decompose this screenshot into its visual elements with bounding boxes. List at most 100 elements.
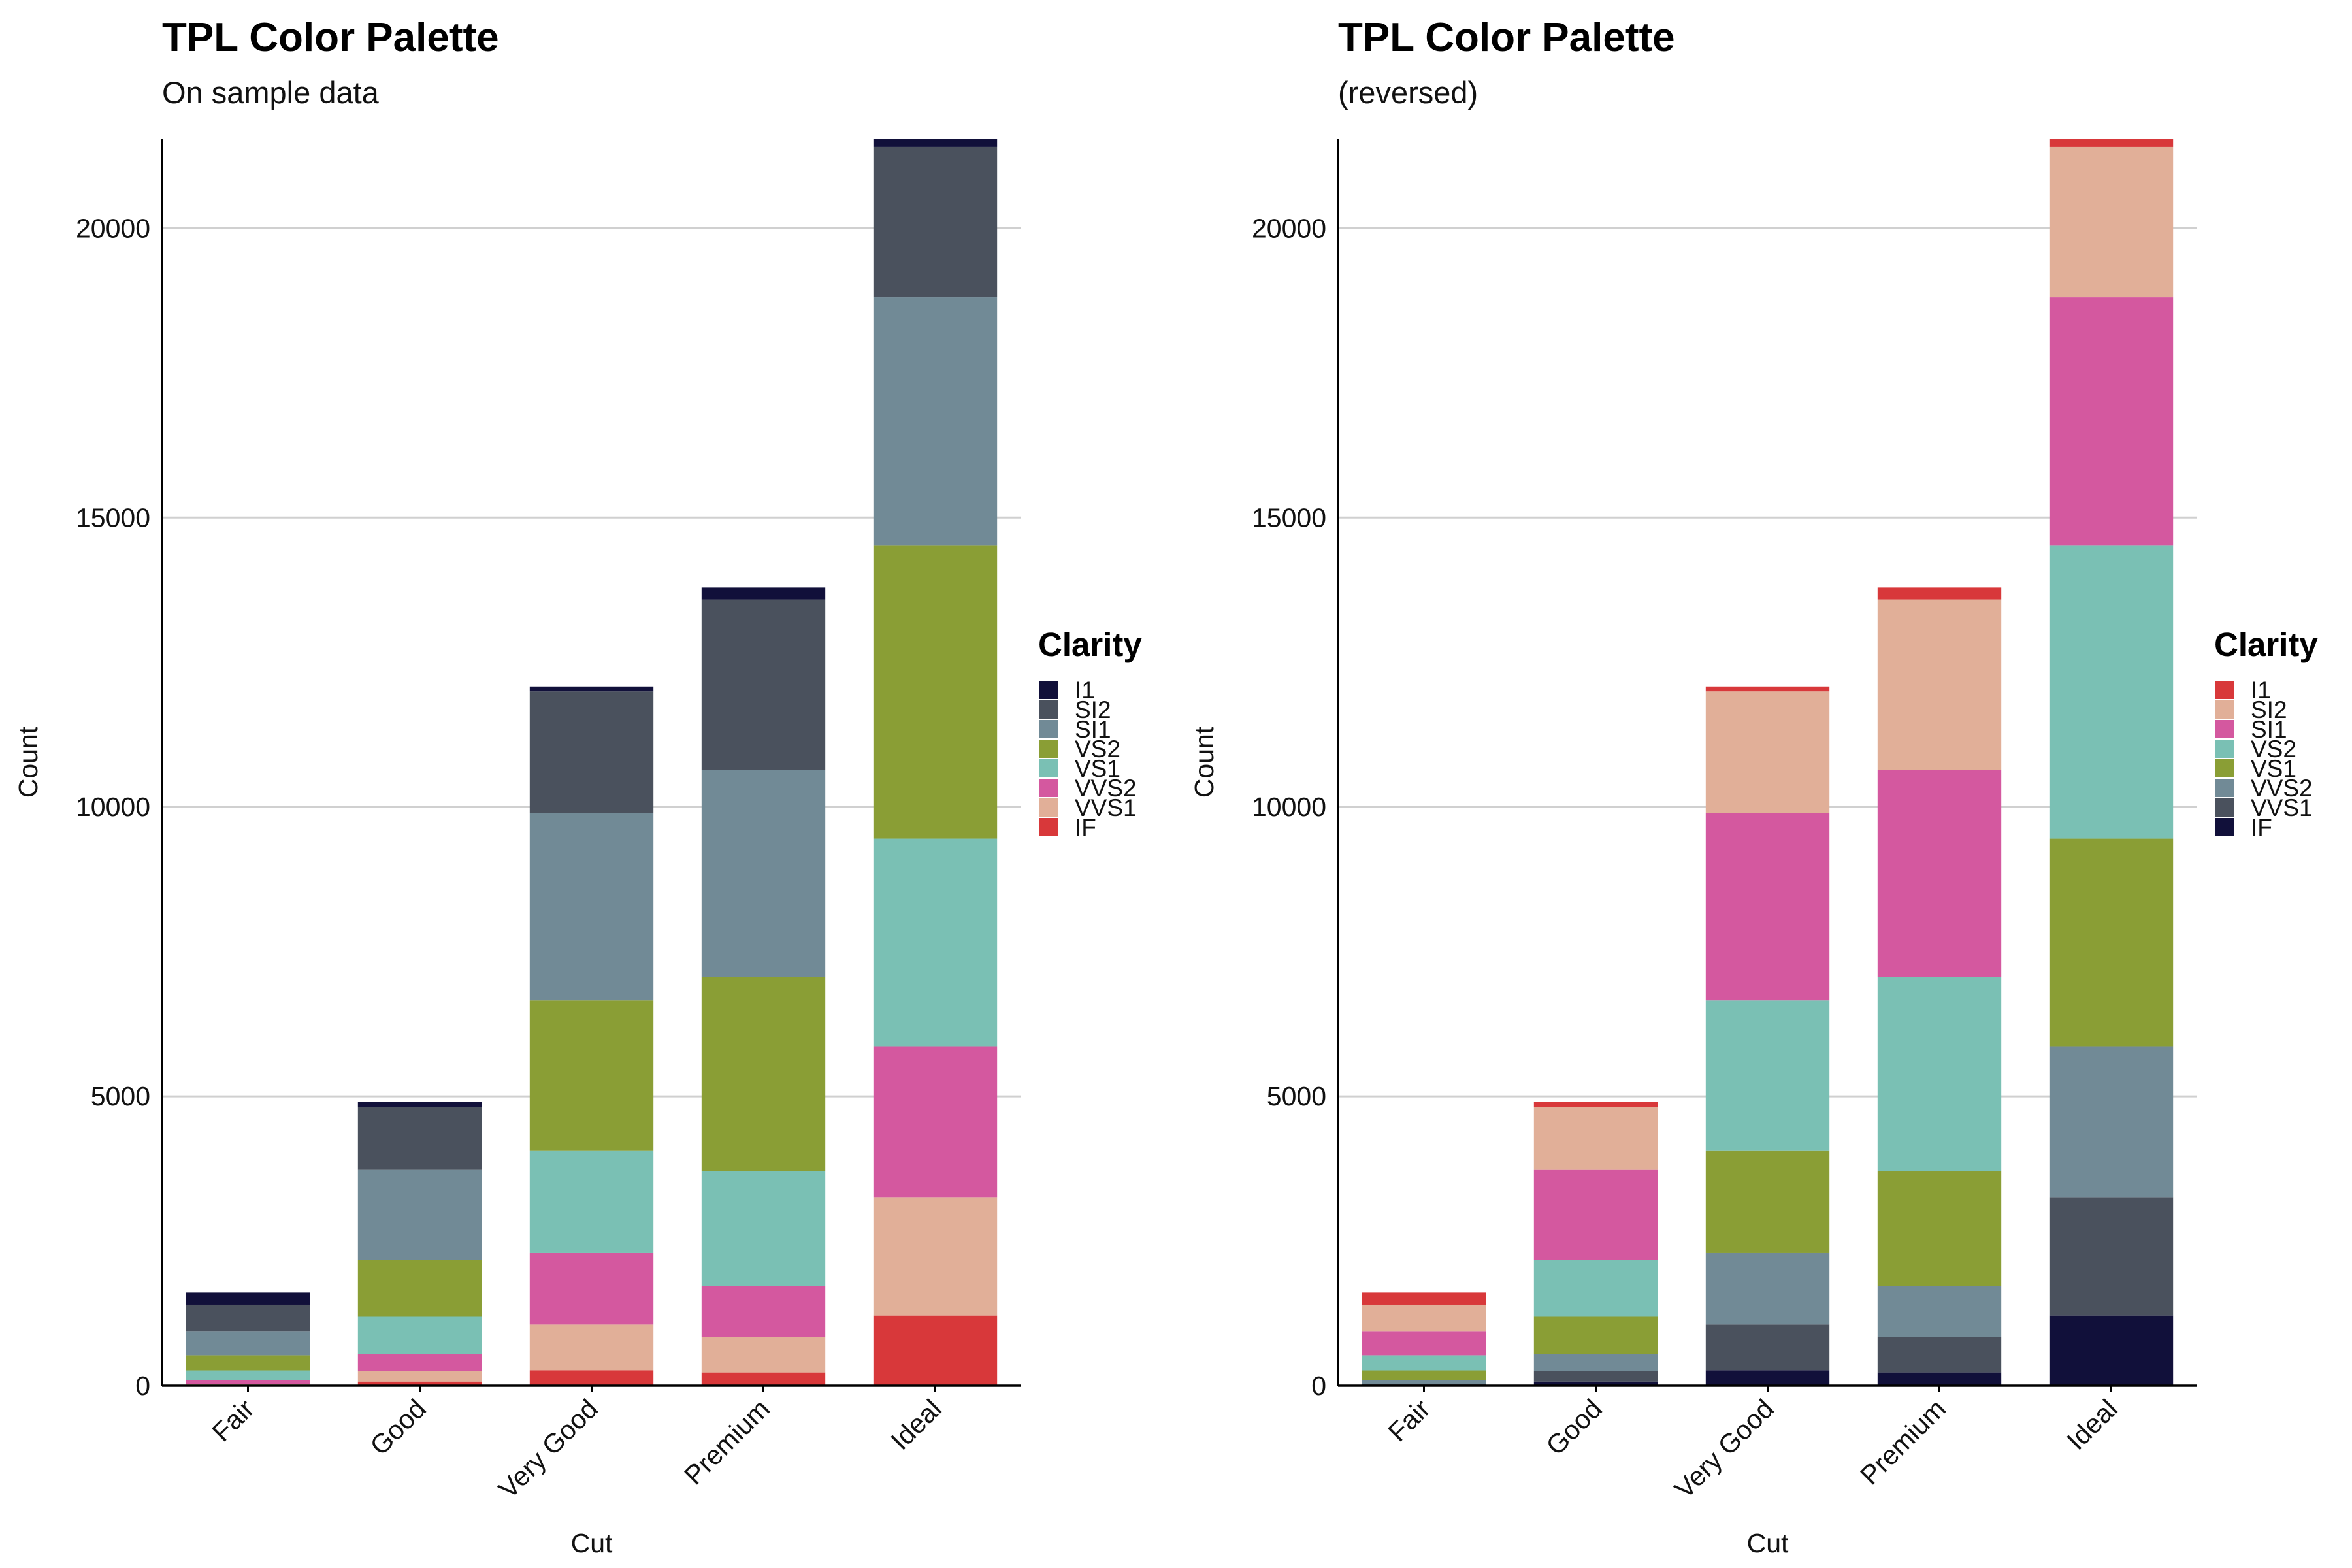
legend-label: VVS2 (1075, 775, 1137, 802)
bar-segment-fair-vs2 (186, 1355, 310, 1371)
bar-segment-premium-vvs1 (701, 1337, 826, 1373)
bar-segment-good-if (1533, 1381, 1658, 1386)
bar-segment-good-i1 (357, 1102, 482, 1107)
legend-title: Clarity (1038, 626, 1142, 663)
bar-segment-ideal-vs1 (873, 838, 998, 1047)
legend-swatch (1039, 700, 1058, 719)
bar-segment-good-si2 (357, 1107, 482, 1170)
bar-segment-ideal-si2 (873, 146, 998, 298)
legend-label: SI2 (2251, 696, 2287, 723)
bar-segment-fair-vs1 (186, 1370, 310, 1380)
legend-swatch (1039, 720, 1058, 738)
legend-label: IF (1075, 814, 1096, 841)
y-tick-label: 20000 (1252, 213, 1326, 243)
bar-segment-good-vs1 (1533, 1316, 1658, 1354)
bar-segment-fair-vs2 (1362, 1355, 1486, 1371)
bar-segment-very-good-si2 (529, 691, 654, 813)
bar-segment-good-if (357, 1381, 482, 1386)
legend-swatch (2215, 681, 2234, 699)
chart-subtitle: (reversed) (1338, 75, 1478, 110)
bar-segment-ideal-si2 (2049, 146, 2174, 298)
bar-segment-premium-vvs2 (1877, 1286, 2002, 1337)
x-tick-label: Premium (678, 1394, 776, 1491)
bar-segment-good-vvs2 (357, 1354, 482, 1371)
bar-segment-very-good-vvs2 (529, 1252, 654, 1325)
bar-segment-very-good-vs2 (529, 1000, 654, 1151)
x-axis-title: Cut (1747, 1528, 1789, 1558)
legend-label: VS1 (1075, 755, 1120, 782)
chart-panel-right: TPL Color Palette (reversed) 0 5000 10000 150… (1189, 15, 2318, 1558)
bar-segment-premium-vs2 (701, 977, 826, 1171)
bar-segment-ideal-if (2049, 1315, 2174, 1386)
bar-segment-very-good-vs2 (1705, 1000, 1830, 1151)
bar-segment-very-good-i1 (529, 686, 654, 692)
y-axis-title: Count (13, 726, 43, 798)
legend-swatch (1039, 681, 1058, 699)
y-tick-label: 5000 (91, 1081, 150, 1111)
bar-segment-premium-vs1 (1877, 1171, 2002, 1286)
chart-subtitle: On sample data (162, 75, 380, 110)
bar-segment-good-si1 (1533, 1169, 1658, 1260)
legend-swatch (1039, 798, 1058, 817)
bar-segment-very-good-si1 (1705, 813, 1830, 1001)
bar-segment-fair-i1 (1362, 1292, 1486, 1305)
bar-segment-ideal-vs2 (2049, 545, 2174, 839)
bar-segment-premium-i1 (1877, 587, 2002, 600)
legend-swatch (1039, 818, 1058, 836)
bar-segment-good-vs2 (1533, 1260, 1658, 1317)
legend-title: Clarity (2214, 626, 2318, 663)
legend-label: SI2 (1075, 696, 1111, 723)
bar-segment-good-vs2 (357, 1260, 482, 1317)
bar-segment-ideal-vvs1 (2049, 1197, 2174, 1316)
legend-label: SI1 (1075, 716, 1111, 743)
legend-label: I1 (2251, 677, 2271, 704)
bar-segment-good-si2 (1533, 1107, 1658, 1170)
bar-segment-very-good-i1 (1705, 686, 1830, 692)
bar-segment-premium-i1 (701, 587, 826, 600)
legend-label: VS2 (1075, 736, 1120, 762)
legend-label: VS1 (2251, 755, 2296, 782)
bar-segment-premium-if (701, 1372, 826, 1386)
chart-panel-left: TPL Color Palette On sample data 0 5000 1000… (13, 15, 1142, 1558)
bar-segment-fair-si1 (1362, 1331, 1486, 1356)
x-tick-label: Premium (1854, 1394, 1952, 1491)
x-tick-label: Fair (1382, 1394, 1435, 1447)
bar-segment-ideal-i1 (2049, 139, 2174, 147)
legend-swatch (1039, 759, 1058, 777)
y-tick-label: 15000 (76, 502, 150, 532)
legend-swatch (2215, 720, 2234, 738)
legend-label: VVS1 (1075, 794, 1137, 821)
y-tick-label: 0 (135, 1371, 150, 1401)
bar-segment-premium-si1 (1877, 770, 2002, 977)
legend-swatch (2215, 818, 2234, 836)
bar-segment-very-good-if (529, 1370, 654, 1386)
bar-segment-premium-vs1 (701, 1171, 826, 1286)
y-tick-label: 10000 (76, 792, 150, 822)
bar-segment-ideal-if (873, 1315, 998, 1386)
bar-segment-ideal-vvs2 (2049, 1046, 2174, 1198)
bar-segment-very-good-vvs1 (529, 1324, 654, 1371)
legend-swatch (1039, 779, 1058, 797)
legend-label: VVS1 (2251, 794, 2313, 821)
y-tick-label: 20000 (76, 213, 150, 243)
x-tick-label: Fair (206, 1394, 259, 1447)
legend-label: VVS2 (2251, 775, 2313, 802)
legend-swatch (2215, 798, 2234, 817)
bar-segment-good-i1 (1533, 1102, 1658, 1107)
bar-segment-premium-si2 (1877, 599, 2002, 770)
bar-segment-fair-i1 (186, 1292, 310, 1305)
bar-segment-premium-vs2 (1877, 977, 2002, 1171)
x-tick-label: Good (1540, 1394, 1607, 1461)
bar-segment-fair-si2 (1362, 1304, 1486, 1332)
bar-segment-ideal-si1 (2049, 297, 2174, 546)
y-tick-label: 5000 (1267, 1081, 1326, 1111)
bar-segment-very-good-si2 (1705, 691, 1830, 813)
x-tick-label: Ideal (2061, 1394, 2123, 1456)
bar-segment-premium-if (1877, 1372, 2002, 1386)
bar-segment-ideal-vs2 (873, 545, 998, 839)
bar-segment-ideal-i1 (873, 139, 998, 147)
bar-segment-good-si1 (357, 1169, 482, 1260)
